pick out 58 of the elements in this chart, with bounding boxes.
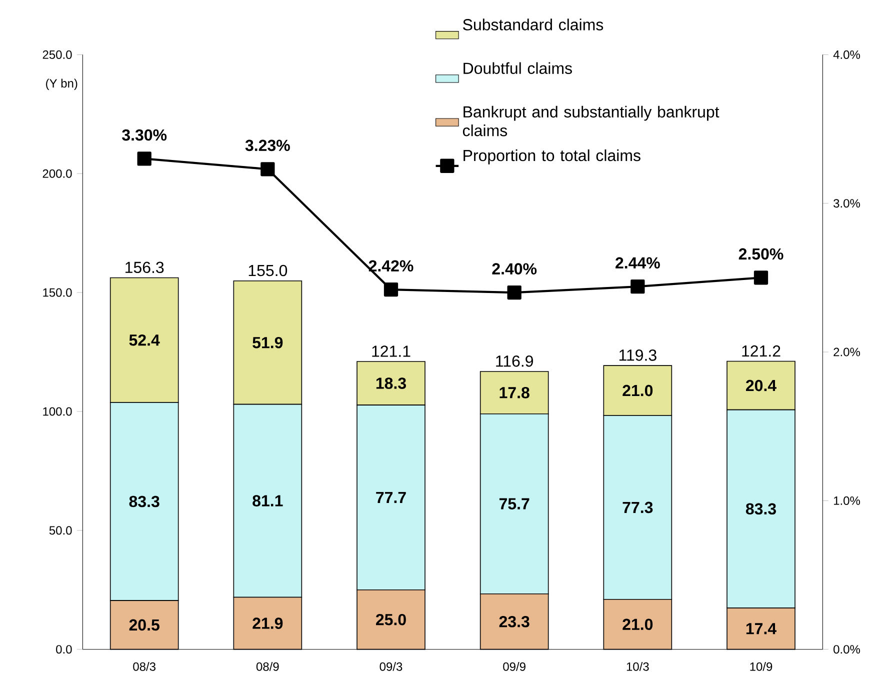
data-label: 83.3 xyxy=(129,496,160,508)
total-label: 121.1 xyxy=(372,346,410,357)
point xyxy=(507,285,522,300)
data-label: 77.7 xyxy=(376,492,406,503)
legend-label: Substandard claims xyxy=(463,18,604,30)
data-label: 52.4 xyxy=(129,334,160,346)
y-axis-title: (Y bn) xyxy=(46,78,78,90)
x-tick-label: 10/9 xyxy=(750,662,772,671)
x-tick-label: 08/9 xyxy=(256,662,279,671)
y-tick-label: 0.0 xyxy=(56,645,72,654)
y-tick-label: 200.0 xyxy=(42,169,72,178)
y2-tick-label: 1.0% xyxy=(834,496,860,505)
data-label: 20.4 xyxy=(746,380,776,392)
point xyxy=(630,280,645,294)
data-label: 17.4 xyxy=(746,623,776,634)
data-label: 2.42% xyxy=(368,260,414,272)
data-label: 25.0 xyxy=(376,614,406,626)
data-label: 2.44% xyxy=(616,257,660,269)
data-label: 20.5 xyxy=(129,619,160,631)
data-label: 51.9 xyxy=(252,336,283,348)
data-label: 17.8 xyxy=(500,387,530,398)
x-tick-label: 09/3 xyxy=(380,662,402,671)
data-label: 3.23% xyxy=(245,140,290,152)
legend-label: Doubtful claims xyxy=(464,62,572,74)
y-tick-label: 150.0 xyxy=(43,288,72,297)
data-label: 23.3 xyxy=(499,616,530,628)
y2-tick-label: 2.0% xyxy=(834,348,860,356)
total-label: 119.3 xyxy=(619,350,656,361)
total-label: 116.9 xyxy=(496,355,533,367)
point xyxy=(754,270,768,285)
total-label: 155.0 xyxy=(248,264,288,276)
point xyxy=(384,282,398,297)
x-tick-label: 09/9 xyxy=(503,662,526,671)
legend-label: Bankrupt and substantially bankrupt claims xyxy=(462,106,720,136)
y2-tick-label: 0.0% xyxy=(834,645,860,654)
y-tick-label: 100.0 xyxy=(43,407,72,416)
data-label: 21.0 xyxy=(622,384,653,396)
data-label: 75.7 xyxy=(499,498,530,510)
y-tick-label: 50.0 xyxy=(49,526,72,535)
x-tick-label: 10/3 xyxy=(626,662,649,671)
data-label: 2.50% xyxy=(738,248,784,260)
y2-tick-label: 3.0% xyxy=(834,199,860,208)
point xyxy=(260,162,275,176)
y2-tick-label: 4.0% xyxy=(833,50,860,59)
data-label: 21.0 xyxy=(622,618,653,630)
legend-label: Proportion to total claims xyxy=(464,149,640,164)
total-label: 121.2 xyxy=(742,345,780,357)
data-label: 3.30% xyxy=(122,129,167,141)
x-tick-label: 08/3 xyxy=(133,662,156,671)
data-label: 18.3 xyxy=(376,378,406,389)
data-label: 77.3 xyxy=(622,502,653,514)
y-tick-label: 250.0 xyxy=(42,50,72,59)
data-label: 21.9 xyxy=(252,618,283,629)
total-label: 156.3 xyxy=(126,262,164,274)
data-label: 83.3 xyxy=(746,503,776,515)
point xyxy=(137,152,152,166)
data-label: 2.40% xyxy=(492,263,537,274)
data-label: 81.1 xyxy=(252,495,283,506)
